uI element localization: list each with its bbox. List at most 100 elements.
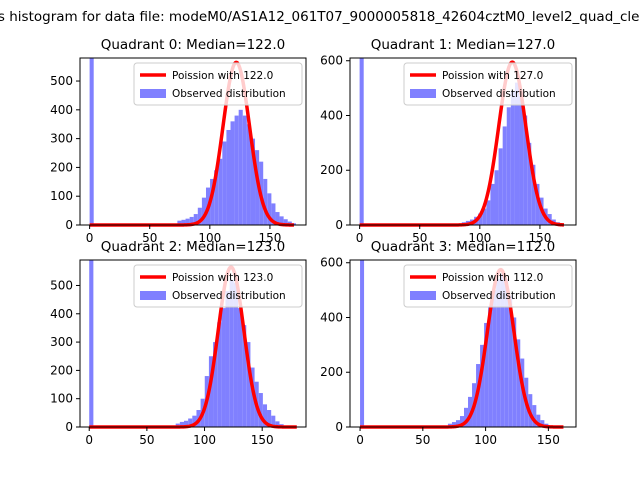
histogram-bar xyxy=(516,339,521,427)
histogram-bar xyxy=(279,216,284,225)
histogram-bar xyxy=(192,415,197,427)
histogram-bar xyxy=(488,306,493,427)
histogram-bar xyxy=(262,404,268,427)
histogram-bar xyxy=(500,273,505,427)
y-tick-label: 0 xyxy=(335,218,343,232)
histogram-bar xyxy=(185,218,190,225)
y-tick-label: 600 xyxy=(320,256,343,270)
legend-line-label: Poission with 127.0 xyxy=(442,70,543,82)
histogram-bar xyxy=(221,308,226,427)
quadrant-3-title: Quadrant 3: Median=112.0 xyxy=(371,239,555,255)
histogram-bar xyxy=(263,178,268,225)
histogram-bar xyxy=(234,115,239,225)
histogram-bar xyxy=(208,356,214,427)
x-tick-label: 150 xyxy=(251,433,274,447)
y-tick-label: 300 xyxy=(50,335,73,349)
histogram-bar xyxy=(179,421,185,427)
x-tick-label: 150 xyxy=(528,231,551,245)
legend-box xyxy=(133,264,303,308)
legend: Poission with 123.0 Observed distribution xyxy=(133,264,303,308)
legend-bar-swatch xyxy=(410,291,436,300)
y-tick-label: 500 xyxy=(50,74,73,88)
histogram-bar xyxy=(536,414,541,427)
legend: Poission with 122.0 Observed distribution xyxy=(133,62,303,106)
x-tick-label: 0 xyxy=(356,231,364,245)
histogram-bar xyxy=(531,164,536,225)
y-tick-label: 100 xyxy=(50,392,73,406)
legend-line-label: Poission with 112.0 xyxy=(442,272,543,284)
histogram-bar xyxy=(502,126,507,225)
y-tick-label: 600 xyxy=(320,54,343,68)
quadrant-3-plot: Quadrant 3: Median=112.0 0 50 100 150 0 200 40… xyxy=(320,239,577,447)
histogram-bar xyxy=(267,410,272,427)
histogram-bar xyxy=(484,322,489,427)
y-tick-label: 200 xyxy=(50,363,73,377)
histogram-bar xyxy=(486,200,491,225)
legend-bar-label: Observed distribution xyxy=(172,290,286,302)
quadrant-1-plot: Quadrant 1: Median=127.0 0 50 100 150 0 200 40… xyxy=(320,37,577,245)
histogram-bar xyxy=(213,342,218,427)
histogram-bar xyxy=(519,96,524,225)
histogram-bar xyxy=(508,295,513,427)
histogram-bar xyxy=(233,282,238,427)
histogram-bar xyxy=(494,170,499,225)
histogram-bar xyxy=(504,279,509,427)
histogram-bar xyxy=(275,421,280,427)
legend: Poission with 127.0 Observed distribution xyxy=(403,62,573,106)
y-tick-label: 300 xyxy=(50,132,73,146)
histogram-bar xyxy=(177,220,182,225)
histogram-bar xyxy=(510,90,515,225)
histogram-bar xyxy=(451,422,456,427)
x-tick-label: 100 xyxy=(474,433,497,447)
histogram-bar xyxy=(226,129,231,225)
legend-bar-swatch xyxy=(410,89,436,98)
histogram-bar xyxy=(359,58,364,225)
legend: Poission with 112.0 Observed distribution xyxy=(403,264,573,308)
histogram-bar xyxy=(214,170,219,225)
histogram-bar xyxy=(193,214,198,225)
histogram-bar xyxy=(506,107,511,225)
histogram-bar xyxy=(482,208,487,225)
axes-frame xyxy=(79,259,307,428)
y-tick-label: 400 xyxy=(50,103,73,117)
quadrant-1-title: Quadrant 1: Median=127.0 xyxy=(371,37,555,53)
histogram-bar xyxy=(89,58,94,225)
histogram-bar xyxy=(222,141,227,225)
histogram-bars xyxy=(89,58,296,225)
histogram-bar xyxy=(250,367,255,427)
histogram-bar xyxy=(523,115,528,225)
histogram-bar xyxy=(246,342,251,427)
axes-frame xyxy=(349,57,577,226)
y-tick-label: 400 xyxy=(320,310,343,324)
histogram-bar xyxy=(459,416,465,427)
x-tick-label: 0 xyxy=(86,231,94,245)
x-tick-label: 50 xyxy=(142,231,157,245)
x-tick-label: 50 xyxy=(415,433,430,447)
y-tick-label: 0 xyxy=(65,420,73,434)
y-tick-label: 400 xyxy=(50,307,73,321)
x-tick-label: 100 xyxy=(193,433,216,447)
y-tick-label: 400 xyxy=(320,108,343,122)
legend-bar-swatch xyxy=(140,291,166,300)
histogram-bar xyxy=(283,219,288,225)
histogram-bar xyxy=(217,322,222,427)
x-tick-label: 0 xyxy=(85,433,93,447)
x-tick-label: 100 xyxy=(468,231,491,245)
legend-line-label: Poission with 123.0 xyxy=(172,272,273,284)
histogram-bar xyxy=(250,138,256,225)
legend-box xyxy=(133,62,303,106)
legend-bar-swatch xyxy=(140,89,166,98)
histogram-bar xyxy=(210,178,215,225)
histogram-bar xyxy=(181,219,186,225)
y-tick-label: 200 xyxy=(320,365,343,379)
y-tick-label: 0 xyxy=(65,218,73,232)
x-tick-label: 0 xyxy=(356,433,364,447)
histogram-bar xyxy=(464,407,469,427)
legend-bar-label: Observed distribution xyxy=(442,290,556,302)
x-tick-label: 100 xyxy=(198,231,221,245)
histogram-bar xyxy=(246,124,251,225)
histogram-bar xyxy=(201,197,206,225)
histogram-bar xyxy=(225,291,230,427)
histogram-bar xyxy=(184,420,189,427)
histogram-bar xyxy=(238,109,243,225)
